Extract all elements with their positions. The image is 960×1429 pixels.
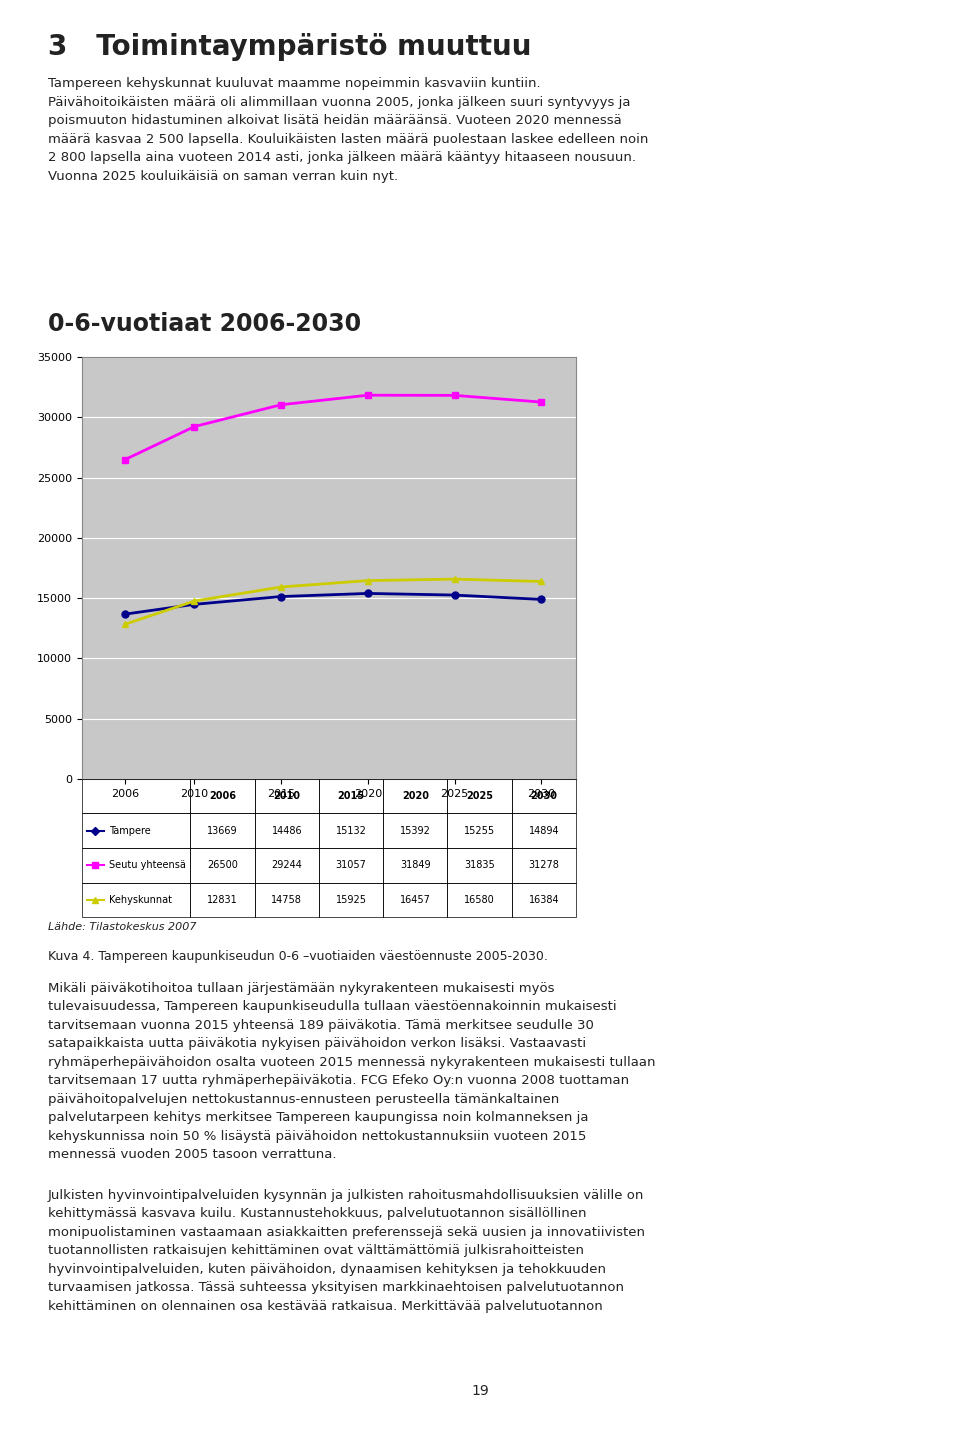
Bar [447,849,512,883]
Text: 15392: 15392 [400,826,431,836]
Text: 12831: 12831 [207,895,238,905]
Bar [383,779,447,813]
Bar [512,883,576,917]
Bar [383,849,447,883]
Text: Kehyskunnat: Kehyskunnat [108,895,172,905]
Bar [190,813,254,849]
Bar [512,779,576,813]
Bar [319,779,383,813]
Bar [254,883,319,917]
Text: 2030: 2030 [530,792,558,802]
Bar [512,813,576,849]
Bar [383,883,447,917]
Bar [319,849,383,883]
Text: 15925: 15925 [336,895,367,905]
Bar [82,849,190,883]
Bar [319,883,383,917]
Bar [254,779,319,813]
Text: 31849: 31849 [400,860,431,870]
Bar [254,813,319,849]
Bar [190,849,254,883]
Text: 29244: 29244 [272,860,302,870]
Bar [383,813,447,849]
Bar [190,779,254,813]
Text: 16384: 16384 [529,895,559,905]
Text: 31057: 31057 [336,860,367,870]
Text: 26500: 26500 [207,860,238,870]
Text: 2006: 2006 [209,792,236,802]
Text: Kuva 4. Tampereen kaupunkiseudun 0-6 –vuotiaiden väestöennuste 2005-2030.: Kuva 4. Tampereen kaupunkiseudun 0-6 –vu… [48,950,548,963]
Text: 2015: 2015 [338,792,365,802]
Bar [319,813,383,849]
Bar [447,779,512,813]
Text: 13669: 13669 [207,826,238,836]
Bar [190,883,254,917]
Bar [82,883,190,917]
Text: 3   Toimintaympäristö muuttuu: 3 Toimintaympäristö muuttuu [48,33,532,61]
Text: 14758: 14758 [272,895,302,905]
Text: 2025: 2025 [467,792,493,802]
Text: 16457: 16457 [400,895,431,905]
Text: 15255: 15255 [464,826,495,836]
Text: 0-6-vuotiaat 2006-2030: 0-6-vuotiaat 2006-2030 [48,312,361,336]
Bar [512,849,576,883]
Text: 14486: 14486 [272,826,302,836]
Bar [447,813,512,849]
Bar [254,849,319,883]
Bar [82,813,190,849]
Bar [82,779,190,813]
Bar [447,883,512,917]
Text: Tampereen kehyskunnat kuuluvat maamme nopeimmin kasvaviin kuntiin.
Päivähoitoikä: Tampereen kehyskunnat kuuluvat maamme no… [48,77,648,183]
Text: 31835: 31835 [465,860,495,870]
Text: Seutu yhteensä: Seutu yhteensä [108,860,185,870]
Text: Tampere: Tampere [108,826,151,836]
Text: Lähde: Tilastokeskus 2007: Lähde: Tilastokeskus 2007 [48,922,197,932]
Text: 31278: 31278 [528,860,560,870]
Text: 2010: 2010 [274,792,300,802]
Text: 15132: 15132 [336,826,367,836]
Text: 16580: 16580 [465,895,495,905]
Text: 14894: 14894 [529,826,559,836]
Text: 2020: 2020 [402,792,429,802]
Text: Mikäli päiväkotihoitoa tullaan järjestämään nykyrakenteen mukaisesti myös
tuleva: Mikäli päiväkotihoitoa tullaan järjestäm… [48,982,656,1162]
Text: Julkisten hyvinvointipalveluiden kysynnän ja julkisten rahoitusmahdollisuuksien : Julkisten hyvinvointipalveluiden kysynnä… [48,1189,645,1313]
Text: 19: 19 [471,1383,489,1398]
